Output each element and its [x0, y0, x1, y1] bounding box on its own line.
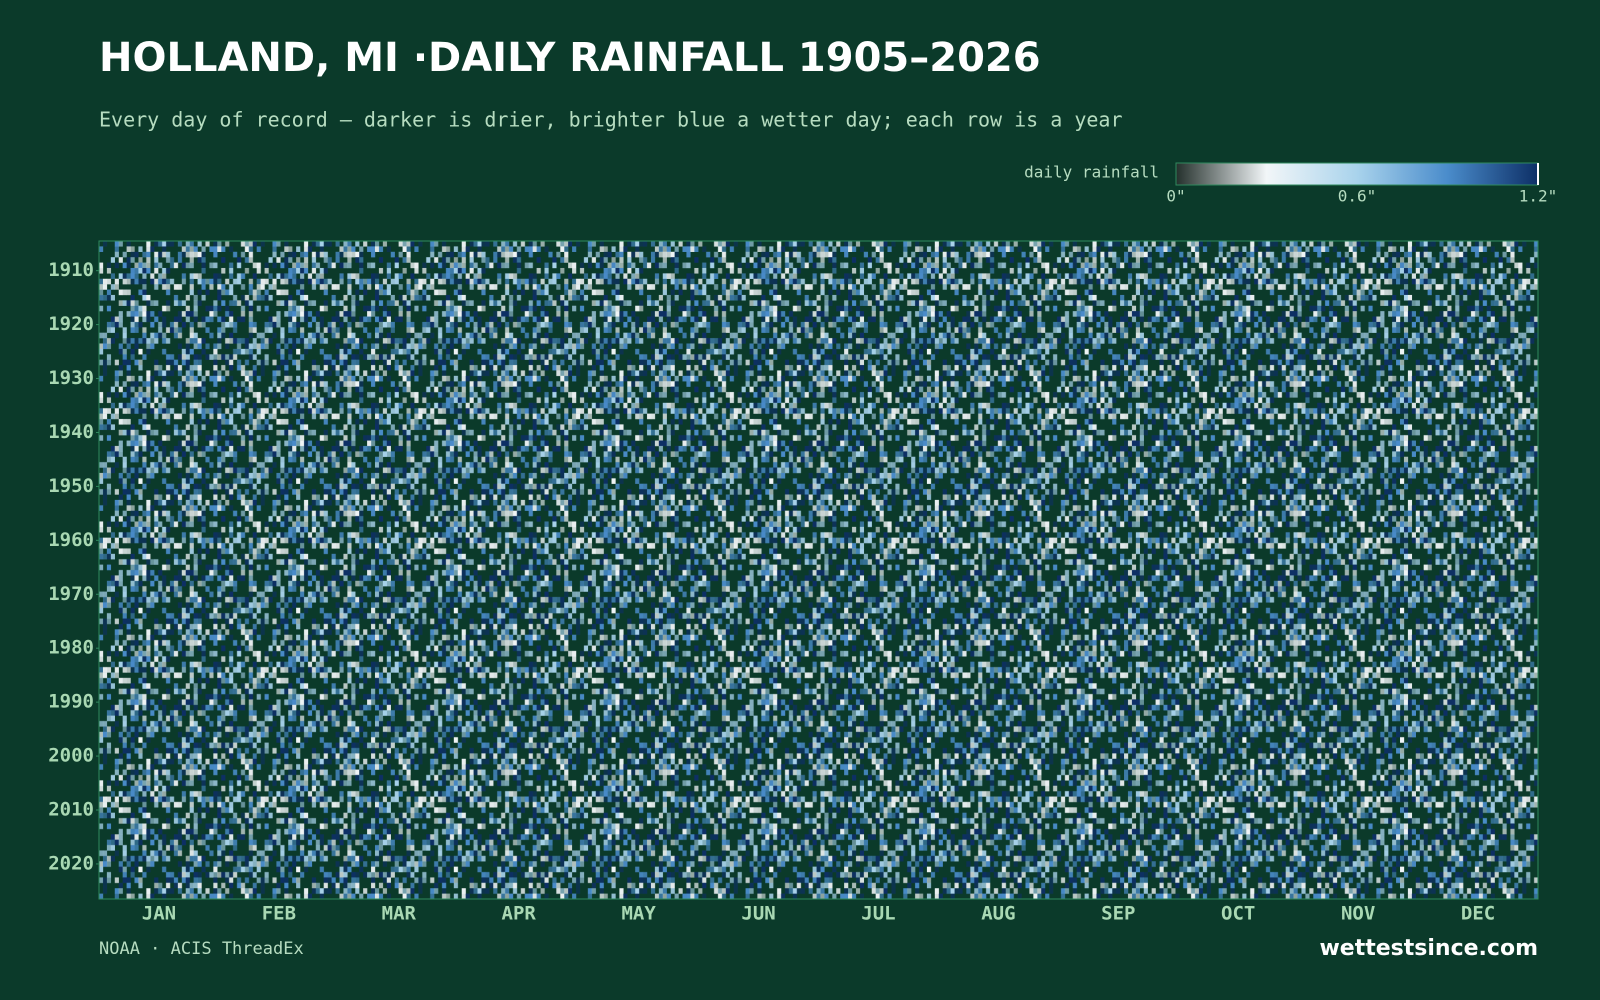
x-tick-label: MAY [621, 903, 656, 925]
x-tick-label: FEB [262, 903, 296, 925]
y-tick-label: 1980 [48, 637, 94, 659]
x-tick-label: JUL [861, 903, 895, 925]
x-tick-label: DEC [1461, 903, 1495, 925]
x-tick-label: JAN [142, 903, 176, 925]
x-tick-label: APR [502, 903, 537, 925]
x-tick-label: NOV [1341, 903, 1375, 925]
y-tick-label: 1990 [48, 691, 94, 713]
y-tick-label: 1920 [48, 313, 94, 335]
y-tick-label: 2000 [48, 745, 94, 767]
x-tick-label: AUG [981, 903, 1015, 925]
y-tick-label: 1940 [48, 421, 94, 443]
y-tick-label: 1950 [48, 475, 94, 497]
x-tick-label: SEP [1101, 903, 1135, 925]
y-tick-label: 1930 [48, 367, 94, 389]
colorbar-label: daily rainfall [1024, 163, 1159, 182]
colorbar-tick-label: 1.2" [1519, 187, 1558, 206]
x-tick-label: MAR [382, 903, 417, 925]
heatmap-texture [98, 240, 1539, 900]
x-tick-label: OCT [1221, 903, 1255, 925]
y-tick-label: 1910 [48, 259, 94, 281]
y-tick-label: 1960 [48, 529, 94, 551]
chart-subtitle: Every day of record — darker is drier, b… [99, 108, 1123, 132]
chart-title: HOLLAND, MI ·DAILY RAINFALL 1905–2026 [99, 35, 1041, 81]
y-tick-label: 1970 [48, 583, 94, 605]
colorbar [1175, 162, 1539, 186]
y-tick-label: 2010 [48, 799, 94, 821]
x-tick-label: JUN [741, 903, 775, 925]
colorbar-tick-label: 0" [1166, 187, 1185, 206]
y-tick-label: 2020 [48, 852, 94, 874]
colorbar-tick-label: 0.6" [1338, 187, 1377, 206]
brand: wettestsince.com [1319, 936, 1538, 961]
source: NOAA · ACIS ThreadEx [99, 939, 304, 959]
